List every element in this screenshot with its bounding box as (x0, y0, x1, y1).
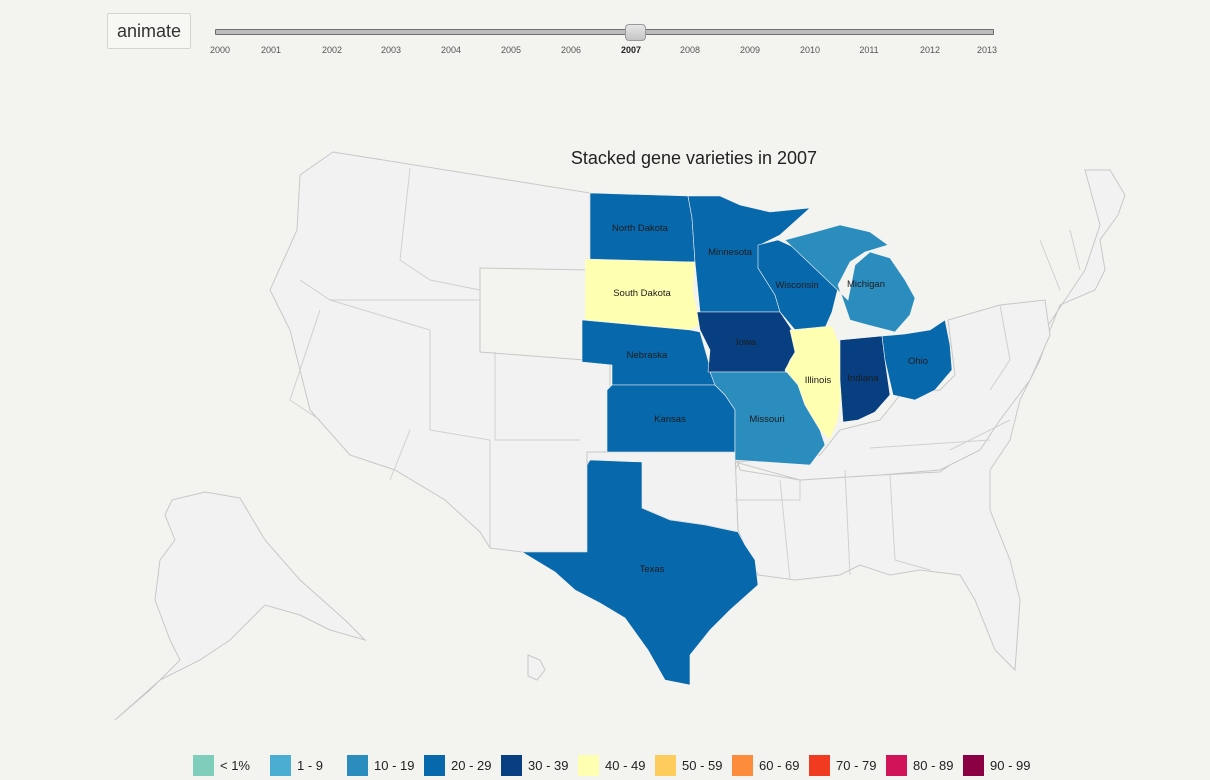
legend-item: 60 - 69 (732, 754, 799, 776)
legend-item: 40 - 49 (578, 754, 645, 776)
legend-item: < 1% (193, 754, 250, 776)
state-label: Nebraska (627, 350, 668, 361)
year-tick[interactable]: 2000 (209, 45, 231, 55)
legend-label: 80 - 89 (913, 757, 954, 773)
base-states (114, 151, 1126, 721)
legend-item: 30 - 39 (501, 754, 568, 776)
year-tick[interactable]: 2001 (260, 45, 282, 55)
legend-label: 70 - 79 (836, 757, 877, 773)
legend-label: 40 - 49 (605, 757, 646, 773)
legend-label: 1 - 9 (297, 757, 324, 773)
state-labels: North Dakota South Dakota Minnesota Nebr… (612, 223, 928, 575)
legend-item: 80 - 89 (886, 754, 953, 776)
state-label: North Dakota (612, 223, 669, 234)
year-tick[interactable]: 2002 (321, 45, 343, 55)
legend-item: 10 - 19 (347, 754, 414, 776)
map-title: Stacked gene varieties in 2007 (570, 148, 818, 168)
legend-swatch (732, 754, 753, 776)
year-tick[interactable]: 2008 (679, 45, 701, 55)
legend-swatch (578, 754, 599, 776)
alaska (114, 491, 367, 721)
legend-label: 90 - 99 (990, 757, 1031, 773)
legend: < 1% 1 - 9 10 - 19 20 - 29 30 - 39 40 - … (0, 754, 1210, 778)
year-slider-track[interactable] (215, 29, 994, 35)
state-illinois[interactable] (784, 325, 844, 441)
state-label: Indiana (847, 373, 879, 384)
state-borders (289, 167, 1081, 581)
state-texas[interactable] (520, 459, 759, 686)
year-tick[interactable]: 2012 (919, 45, 941, 55)
state-label: Kansas (654, 414, 686, 425)
state-label: Texas (640, 564, 665, 575)
year-tick[interactable]: 2006 (560, 45, 582, 55)
hawaii (527, 654, 546, 681)
state-label: Iowa (736, 337, 757, 348)
legend-label: 20 - 29 (451, 757, 492, 773)
east-region-fill (734, 299, 1051, 481)
legend-swatch (963, 754, 984, 776)
state-ohio[interactable] (881, 319, 953, 401)
us-outline (269, 151, 611, 553)
year-tick[interactable]: 2005 (500, 45, 522, 55)
year-tick-selected[interactable]: 2007 (620, 45, 642, 55)
legend-item: 70 - 79 (809, 754, 876, 776)
legend-label: 30 - 39 (528, 757, 569, 773)
legend-swatch (193, 754, 214, 776)
legend-swatch (501, 754, 522, 776)
state-label: Michigan (847, 279, 885, 290)
state-label: Ohio (908, 356, 928, 367)
state-michigan[interactable] (784, 224, 916, 333)
legend-item: 90 - 99 (963, 754, 1030, 776)
year-tick[interactable]: 2009 (739, 45, 761, 55)
state-label: Minnesota (708, 247, 753, 258)
legend-item: 50 - 59 (655, 754, 722, 776)
legend-label: 60 - 69 (759, 757, 800, 773)
animate-button[interactable]: animate (107, 13, 191, 49)
legend-label: < 1% (220, 757, 250, 773)
legend-label: 10 - 19 (374, 757, 415, 773)
year-tick[interactable]: 2010 (799, 45, 821, 55)
state-label: Missouri (749, 414, 784, 425)
state-label: Wisconsin (775, 280, 818, 291)
year-tick[interactable]: 2013 (976, 45, 998, 55)
state-label: Illinois (805, 375, 832, 386)
legend-label: 50 - 59 (682, 757, 723, 773)
legend-swatch (270, 754, 291, 776)
legend-swatch (809, 754, 830, 776)
year-slider-handle[interactable] (625, 24, 646, 41)
legend-item: 1 - 9 (270, 754, 323, 776)
year-tick[interactable]: 2011 (859, 45, 879, 55)
legend-swatch (655, 754, 676, 776)
year-tick[interactable]: 2004 (440, 45, 462, 55)
legend-item: 20 - 29 (424, 754, 491, 776)
legend-swatch (424, 754, 445, 776)
legend-swatch (347, 754, 368, 776)
highlighted-states (520, 192, 953, 686)
state-label: South Dakota (613, 288, 671, 299)
legend-swatch (886, 754, 907, 776)
year-tick[interactable]: 2003 (380, 45, 402, 55)
